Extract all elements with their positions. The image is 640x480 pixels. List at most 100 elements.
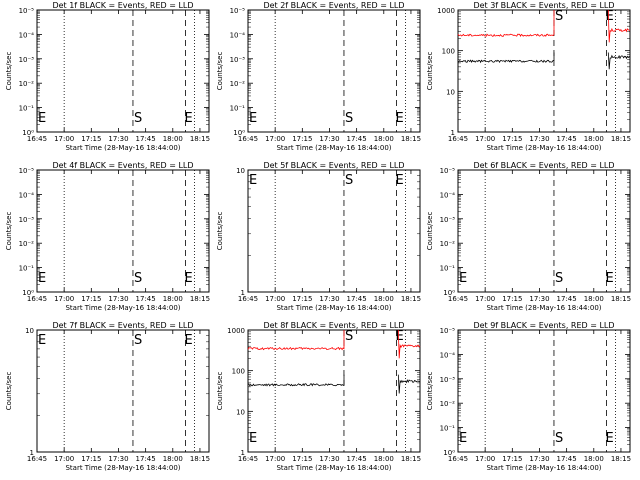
- x-tick-label: 17:45: [136, 455, 156, 463]
- y-tick-label: 100: [442, 48, 455, 56]
- marker-e: E: [605, 9, 613, 24]
- y-tick-label: 10⁻³: [230, 56, 246, 64]
- y-tick-label: 10⁻¹: [230, 105, 246, 113]
- panel-8: Det 8f BLACK = Events, RED = LLD 16:45 17:…: [216, 321, 421, 472]
- x-tick-label: 18:15: [611, 295, 631, 303]
- x-tick-label: 17:15: [292, 135, 312, 143]
- marker-e: E: [395, 111, 403, 126]
- plot-frame: [36, 169, 210, 293]
- series-line-after: [607, 9, 631, 43]
- x-tick-label: 18:15: [611, 135, 631, 143]
- plot-frame: [457, 169, 631, 293]
- panel-title: Det 6f BLACK = Events, RED = LLD: [473, 161, 614, 170]
- y-tick-label: 10⁻³: [440, 376, 456, 384]
- x-tick-label: 17:00: [54, 455, 74, 463]
- y-tick-label: 10⁻⁴: [19, 31, 35, 39]
- y-tick-label: 10⁻³: [440, 216, 456, 224]
- y-axis-label: Counts/sec: [216, 372, 224, 411]
- x-tick-label: 18:00: [163, 135, 183, 143]
- marker-s: S: [345, 329, 353, 344]
- y-tick-label: 10⁻³: [19, 216, 35, 224]
- y-tick-label: 10: [236, 408, 245, 416]
- x-tick-label: 16:45: [238, 295, 258, 303]
- x-tick-label: 16:45: [238, 135, 258, 143]
- marker-s: S: [555, 9, 563, 24]
- marker-s: S: [134, 111, 142, 126]
- y-axis-label: Counts/sec: [426, 372, 434, 411]
- y-tick-label: 10⁻²: [19, 80, 35, 88]
- y-tick-label: 10⁻¹: [19, 105, 35, 113]
- y-tick-label: 10⁰: [22, 289, 34, 297]
- marker-e-start: E: [249, 173, 257, 188]
- y-tick-label: 10⁰: [233, 129, 245, 137]
- x-tick-label: 18:00: [374, 295, 394, 303]
- plot-frame: [247, 9, 421, 133]
- y-tick-label: 10⁻⁵: [19, 7, 35, 15]
- marker-e: E: [184, 271, 192, 286]
- panel-2: Det 2f BLACK = Events, RED = LLD 16:45 17:…: [216, 1, 421, 152]
- marker-e-start: E: [38, 111, 46, 126]
- x-tick-label: 17:15: [81, 295, 101, 303]
- x-tick-label: 17:45: [557, 455, 577, 463]
- y-tick-label: 10: [446, 88, 455, 96]
- y-tick-label: 10⁻⁴: [440, 191, 456, 199]
- marker-e: E: [184, 333, 192, 348]
- x-tick-label: 17:30: [108, 135, 128, 143]
- y-tick-label: 10⁰: [22, 129, 34, 137]
- marker-e: E: [605, 431, 613, 446]
- y-axis-label: Counts/sec: [5, 212, 13, 251]
- x-tick-label: 18:00: [163, 455, 183, 463]
- x-tick-label: 18:00: [584, 295, 604, 303]
- x-tick-label: 17:15: [81, 455, 101, 463]
- y-tick-label: 1: [30, 449, 34, 457]
- plot-frame: [36, 9, 210, 133]
- marker-s: S: [345, 111, 353, 126]
- y-tick-label: 10⁻¹: [440, 265, 456, 273]
- y-axis-label: Counts/sec: [426, 212, 434, 251]
- marker-s: S: [345, 173, 353, 188]
- x-tick-label: 17:00: [475, 455, 495, 463]
- x-tick-label: 17:45: [347, 135, 367, 143]
- panel-9: Det 9f BLACK = Events, RED = LLD 16:45 17:…: [426, 321, 631, 472]
- series-line-after: [607, 52, 631, 70]
- x-tick-label: 17:45: [557, 135, 577, 143]
- panel-title: Det 2f BLACK = Events, RED = LLD: [263, 1, 404, 10]
- x-tick-label: 18:15: [190, 135, 210, 143]
- x-tick-label: 16:45: [27, 135, 47, 143]
- x-tick-label: 16:45: [448, 135, 468, 143]
- plot-frame: [247, 169, 421, 293]
- series-line: [457, 52, 555, 64]
- x-tick-label: 18:00: [374, 455, 394, 463]
- x-tick-label: 17:00: [265, 295, 285, 303]
- y-tick-label: 10⁻³: [19, 56, 35, 64]
- x-tick-label: 18:15: [190, 455, 210, 463]
- x-tick-label: 17:45: [136, 135, 156, 143]
- x-tick-label: 17:00: [265, 455, 285, 463]
- panel-title: Det 8f BLACK = Events, RED = LLD: [263, 321, 404, 330]
- y-tick-label: 10⁰: [443, 289, 455, 297]
- plot-frame: [247, 329, 421, 453]
- x-tick-label: 17:30: [319, 135, 339, 143]
- x-tick-label: 16:45: [448, 455, 468, 463]
- y-tick-label: 10⁻⁴: [19, 191, 35, 199]
- y-tick-label: 10⁻¹: [440, 425, 456, 433]
- panel-5: Det 5f BLACK = Events, RED = LLD 16:45 17:…: [216, 161, 421, 312]
- plot-frame: [36, 329, 210, 453]
- y-tick-label: 10⁻¹: [19, 265, 35, 273]
- x-axis-label: Start Time (28-May-16 18:44:00): [276, 304, 391, 312]
- y-tick-label: 1: [451, 129, 455, 137]
- marker-e-start: E: [459, 431, 467, 446]
- y-tick-label: 1000: [437, 7, 455, 15]
- y-tick-label: 1: [241, 449, 245, 457]
- x-tick-label: 17:30: [529, 455, 549, 463]
- x-tick-label: 16:45: [448, 295, 468, 303]
- series-line: [457, 10, 555, 37]
- x-axis-label: Start Time (28-May-16 18:44:00): [65, 144, 180, 152]
- x-axis-label: Start Time (28-May-16 18:44:00): [276, 144, 391, 152]
- y-axis-label: Counts/sec: [5, 52, 13, 91]
- x-tick-label: 18:15: [611, 455, 631, 463]
- y-tick-label: 10⁻²: [19, 240, 35, 248]
- panel-title: Det 4f BLACK = Events, RED = LLD: [52, 161, 193, 170]
- x-tick-label: 17:00: [54, 135, 74, 143]
- x-axis-label: Start Time (28-May-16 18:44:00): [65, 304, 180, 312]
